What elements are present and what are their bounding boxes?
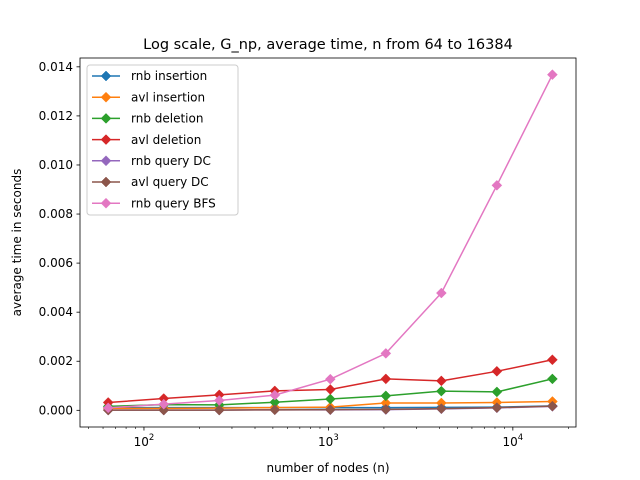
- data-point: [158, 404, 170, 416]
- legend-entry: avl deletion: [92, 133, 201, 147]
- y-tick-label: 0.006: [39, 256, 73, 270]
- data-point: [547, 373, 558, 385]
- data-point: [213, 404, 225, 416]
- legend-entry: rnb deletion: [92, 112, 203, 126]
- legend-label: rnb query DC: [131, 154, 211, 168]
- data-point: [435, 287, 447, 299]
- legend-entry: rnb query DC: [92, 154, 211, 168]
- legend-marker: [100, 155, 112, 167]
- data-point: [491, 365, 503, 377]
- legend-marker: [100, 176, 112, 188]
- data-point: [547, 354, 558, 366]
- data-point: [324, 373, 336, 385]
- legend-label: rnb insertion: [131, 69, 207, 83]
- data-point: [547, 400, 558, 412]
- y-tick-label: 0.012: [39, 109, 73, 123]
- legend-box: [86, 64, 239, 216]
- data-point: [380, 373, 392, 385]
- data-point: [435, 375, 447, 387]
- legend: rnb insertion avl insertion rnb deletion av…: [86, 64, 239, 216]
- legend-entry: avl insertion: [92, 90, 205, 104]
- legend-entry: rnb insertion: [92, 69, 207, 83]
- plot-frame: [79, 57, 577, 428]
- data-point: [102, 402, 114, 414]
- y-tick-label: 0.014: [39, 60, 73, 74]
- y-tick-label: 0.004: [39, 305, 73, 319]
- legend-label: rnb query BFS: [131, 196, 216, 210]
- data-point: [491, 179, 503, 191]
- legend-label: avl insertion: [131, 90, 205, 104]
- chart-title: Log scale, G_np, average time, n from 64…: [143, 37, 513, 53]
- data-point: [435, 403, 447, 414]
- legend-label: avl query DC: [131, 175, 209, 189]
- y-tick-label: 0.008: [39, 207, 73, 221]
- series-avl-deletion: [102, 354, 558, 408]
- y-axis: 0.000 0.002 0.004 0.006 0.008 0.010 0.012 0.014: [39, 60, 80, 417]
- x-axis-title: number of nodes (n): [266, 461, 389, 475]
- data-point: [269, 404, 281, 416]
- data-point: [269, 389, 281, 401]
- data-point: [324, 393, 336, 405]
- legend-marker: [100, 70, 112, 82]
- legend-entry: rnb query BFS: [92, 196, 216, 210]
- legend-label: avl deletion: [131, 133, 201, 147]
- data-point: [380, 390, 392, 402]
- legend-marker: [100, 134, 112, 145]
- legend-entry: avl query DC: [92, 175, 209, 189]
- y-tick-label: 0.002: [39, 354, 73, 368]
- data-point: [324, 404, 336, 415]
- data-point: [547, 69, 558, 81]
- series-layer: [102, 69, 558, 416]
- legend-label: rnb deletion: [131, 112, 203, 126]
- data-point: [491, 402, 503, 413]
- data-point: [158, 398, 170, 410]
- y-axis-title: average time in seconds: [10, 169, 24, 317]
- data-point: [380, 403, 392, 415]
- legend-marker: [100, 91, 112, 103]
- legend-marker: [100, 113, 112, 124]
- y-tick-label: 0.000: [39, 403, 73, 417]
- legend-marker: [100, 197, 112, 209]
- series-rnb-query-bfs: [102, 69, 558, 414]
- legend-items: rnb insertion avl insertion rnb deletion av…: [92, 69, 216, 210]
- data-point: [324, 384, 336, 395]
- data-point: [213, 395, 225, 406]
- data-point: [380, 348, 392, 359]
- data-point: [491, 386, 503, 398]
- data-point: [435, 385, 447, 397]
- y-tick-label: 0.010: [39, 158, 73, 172]
